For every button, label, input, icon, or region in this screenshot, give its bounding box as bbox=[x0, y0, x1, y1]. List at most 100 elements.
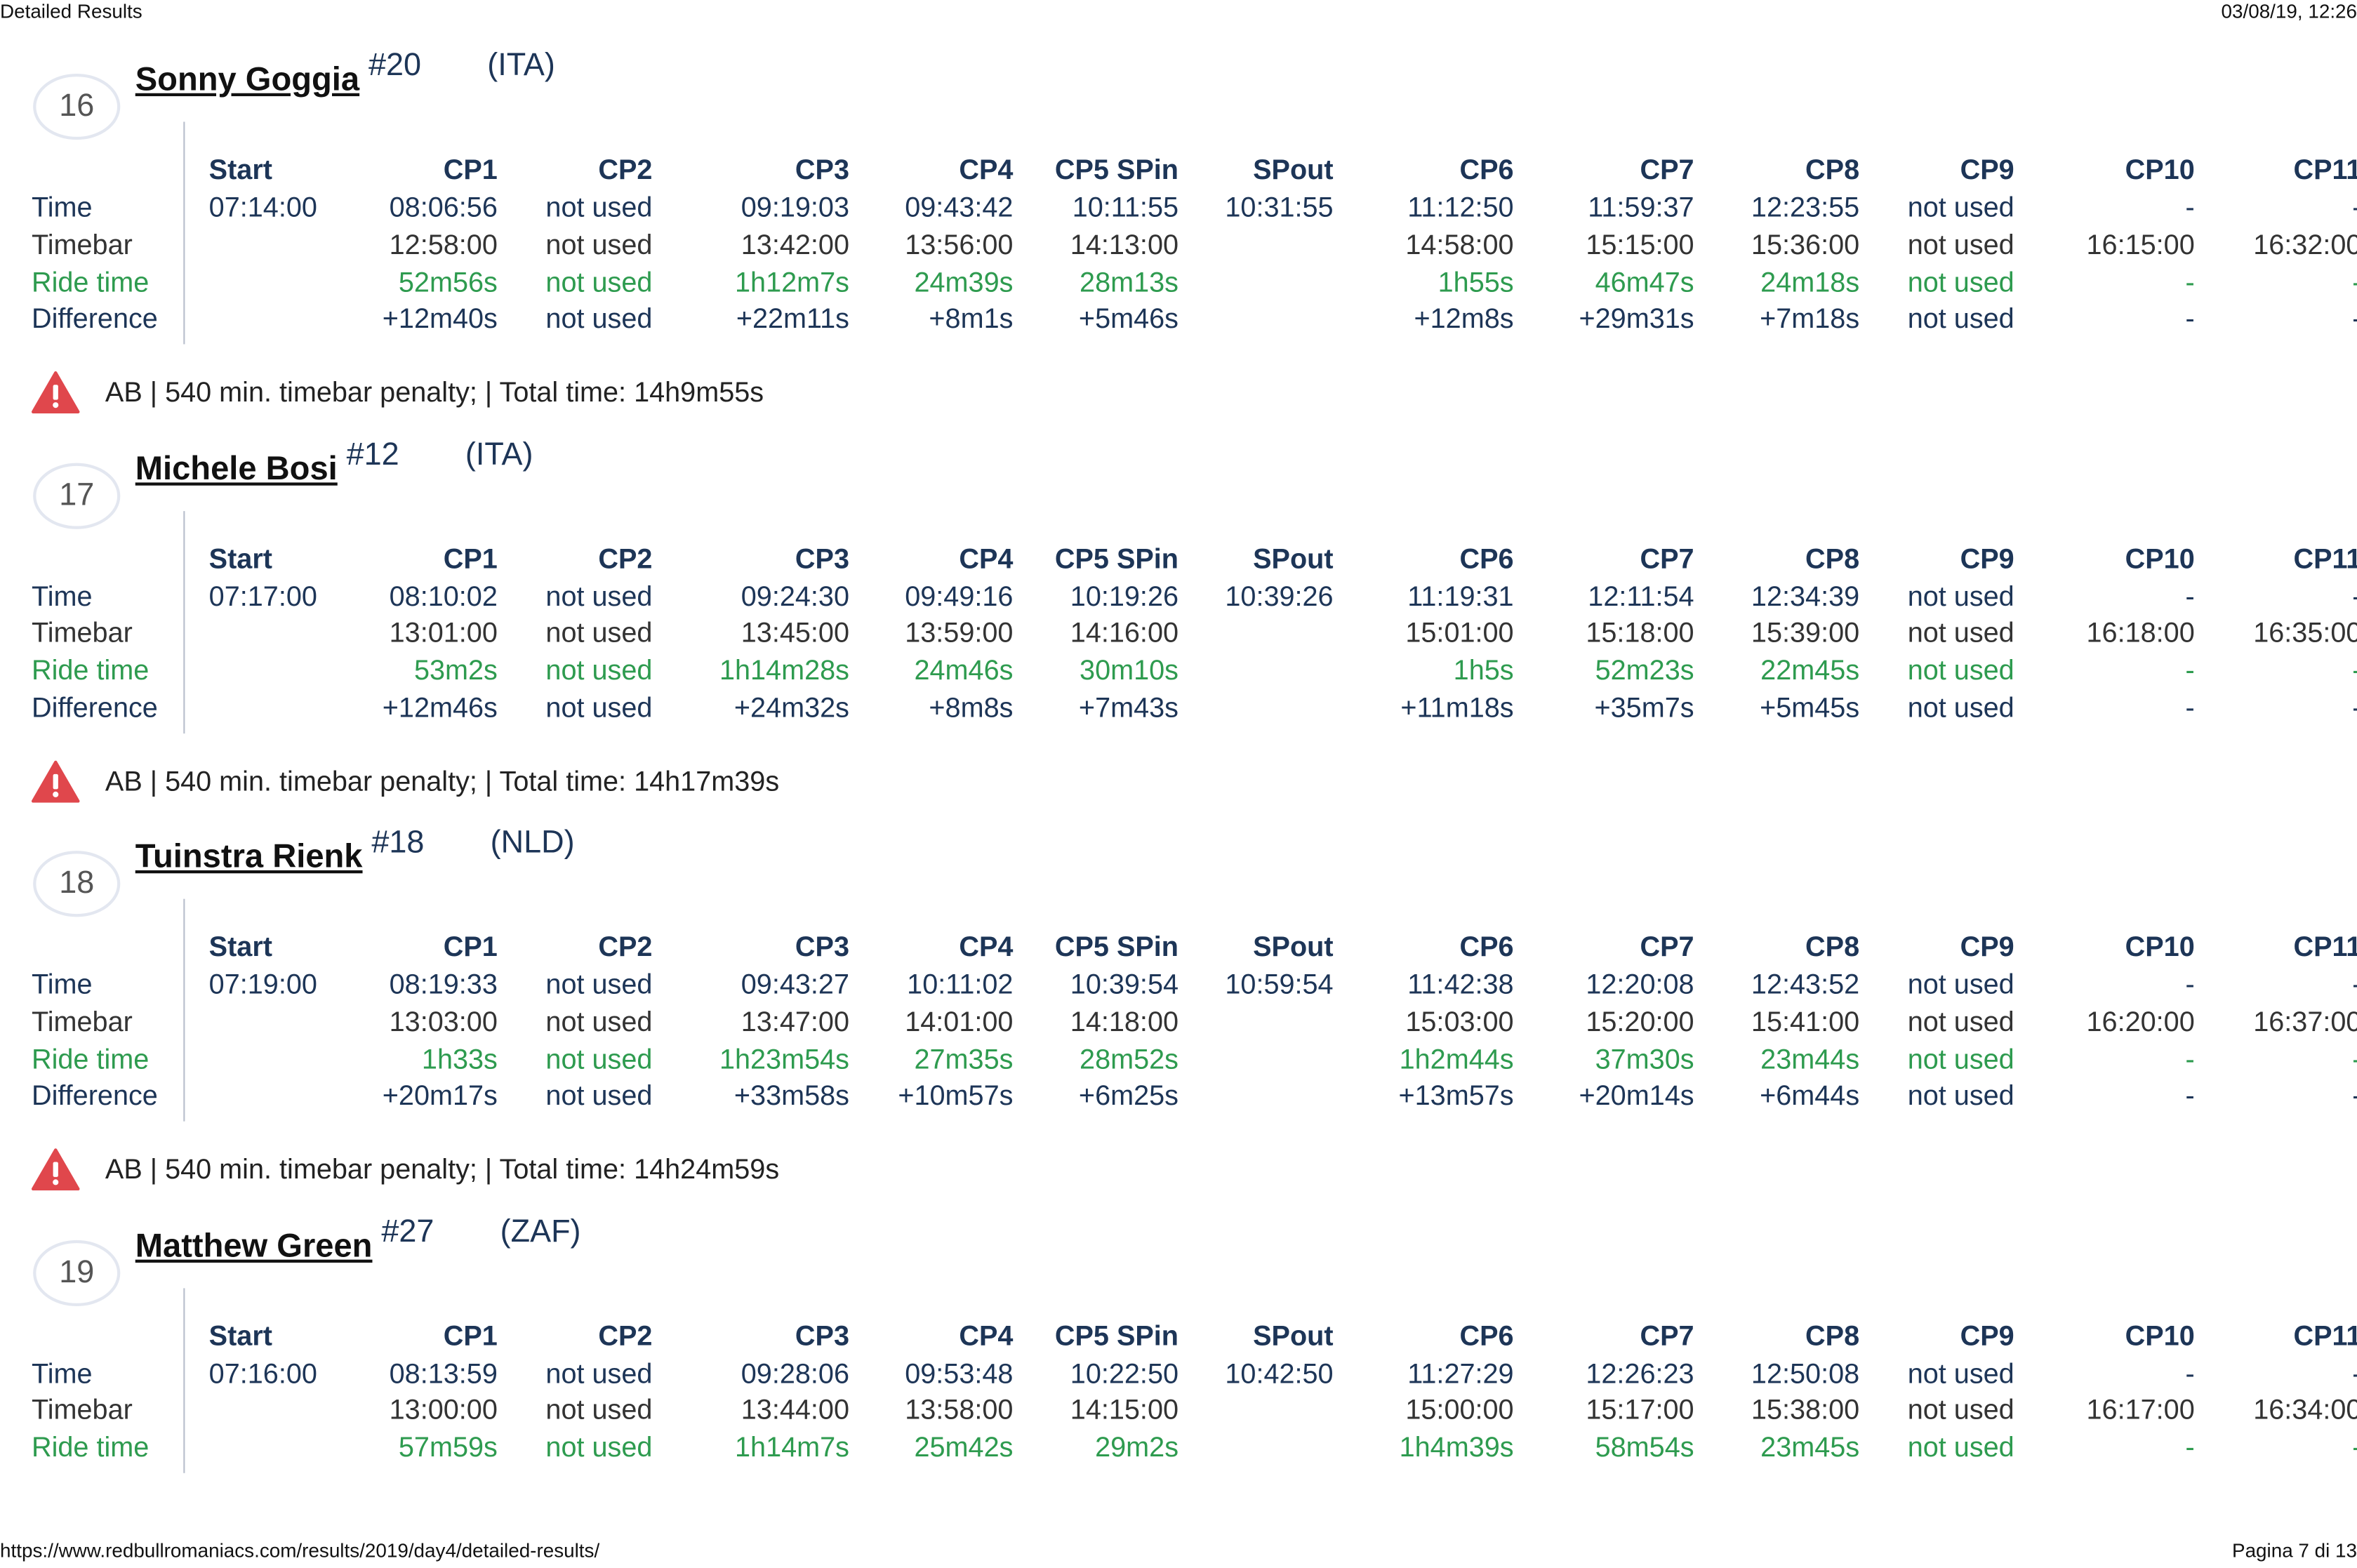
cell-time: 12:26:23 bbox=[1586, 1356, 1694, 1388]
column-header: CP6 bbox=[1459, 542, 1514, 574]
cell-ride: - bbox=[2352, 1042, 2357, 1075]
column-header: CP5 SPin bbox=[1054, 930, 1179, 962]
rider-title: Michele Bosi #12 (ITA) bbox=[135, 437, 533, 488]
cell-timebar: 15:15:00 bbox=[1586, 228, 1694, 260]
row-label-timebar: Timebar bbox=[31, 1393, 133, 1426]
cell-diff: +8m8s bbox=[929, 691, 1014, 723]
cell-ride: not used bbox=[1907, 265, 2014, 298]
rider-country: (NLD) bbox=[490, 825, 575, 860]
cell-ride: 27m35s bbox=[914, 1042, 1014, 1075]
cell-time: 09:43:27 bbox=[741, 968, 850, 1000]
column-header: CP5 SPin bbox=[1054, 153, 1179, 185]
cell-time: 10:31:55 bbox=[1225, 190, 1334, 222]
cell-time: 12:50:08 bbox=[1751, 1356, 1860, 1388]
cell-time: 10:39:54 bbox=[1070, 968, 1179, 1000]
column-header: CP11 bbox=[2293, 542, 2357, 574]
cell-ride: not used bbox=[545, 265, 653, 298]
cell-time: not used bbox=[545, 579, 653, 611]
cell-ride: 1h5s bbox=[1453, 653, 1514, 686]
cell-time: 11:42:38 bbox=[1407, 968, 1514, 1000]
cell-time: - bbox=[2352, 580, 2357, 613]
cell-timebar: 16:15:00 bbox=[2086, 228, 2195, 260]
cell-diff: +6m25s bbox=[1078, 1079, 1179, 1112]
cell-ride: 24m46s bbox=[914, 653, 1014, 686]
cell-diff: +5m46s bbox=[1078, 303, 1179, 335]
rank-badge: 16 bbox=[33, 73, 121, 140]
rank-badge: 18 bbox=[33, 851, 121, 917]
rider-title: Tuinstra Rienk #18 (NLD) bbox=[135, 825, 575, 877]
page-header-title: Detailed Results bbox=[0, 0, 142, 23]
cell-ride: 23m45s bbox=[1760, 1431, 1860, 1463]
cell-timebar: 14:15:00 bbox=[1070, 1393, 1179, 1426]
cell-diff: not used bbox=[545, 1079, 653, 1112]
table-divider bbox=[183, 510, 185, 733]
cell-time: - bbox=[2185, 579, 2195, 611]
column-header: CP9 bbox=[1960, 930, 2014, 962]
column-header: CP1 bbox=[443, 930, 498, 962]
cell-time: 10:22:50 bbox=[1070, 1356, 1179, 1388]
cell-time: 10:11:55 bbox=[1072, 190, 1179, 222]
row-label-diff: Difference bbox=[31, 691, 158, 723]
column-header: CP3 bbox=[795, 153, 850, 185]
warning-icon bbox=[31, 759, 80, 802]
column-header: CP2 bbox=[598, 542, 653, 574]
cell-time: 10:11:02 bbox=[907, 968, 1014, 1000]
cell-diff: +6m44s bbox=[1760, 1079, 1860, 1112]
cell-timebar: 14:16:00 bbox=[1070, 616, 1179, 649]
column-header: CP5 SPin bbox=[1054, 1319, 1179, 1351]
cell-timebar: not used bbox=[545, 1393, 653, 1426]
column-header: CP10 bbox=[2125, 153, 2195, 185]
column-header: CP7 bbox=[1640, 1319, 1694, 1351]
cell-ride: - bbox=[2185, 1431, 2195, 1463]
cell-ride: 28m52s bbox=[1080, 1042, 1179, 1075]
warning-icon bbox=[31, 1148, 80, 1191]
rider-name-link[interactable]: Matthew Green bbox=[135, 1225, 373, 1264]
cell-diff: +20m17s bbox=[382, 1079, 498, 1112]
cell-time: 09:49:16 bbox=[905, 579, 1014, 611]
cell-timebar: 14:13:00 bbox=[1070, 228, 1179, 260]
cell-time: 09:24:30 bbox=[741, 579, 850, 611]
cell-time: - bbox=[2352, 191, 2357, 224]
row-label-time: Time bbox=[31, 190, 93, 222]
cell-ride: 23m44s bbox=[1760, 1042, 1860, 1075]
cell-time: 11:27:29 bbox=[1407, 1356, 1514, 1388]
rider-block: 17 Michele Bosi #12 (ITA) Start CP1 CP2 CP3 CP4 C… bbox=[0, 437, 2357, 852]
cell-ride: 25m42s bbox=[914, 1431, 1014, 1463]
cell-time: 09:19:03 bbox=[741, 190, 850, 222]
cell-ride: 57m59s bbox=[398, 1431, 498, 1463]
cell-diff: +12m40s bbox=[382, 303, 498, 335]
rider-name-link[interactable]: Sonny Goggia bbox=[135, 60, 360, 98]
page-footer-url[interactable]: https://www.redbullromaniacs.com/results… bbox=[0, 1539, 600, 1562]
cell-timebar: 12:58:00 bbox=[389, 228, 498, 260]
column-header: CP8 bbox=[1805, 930, 1860, 962]
cell-timebar: not used bbox=[1907, 1005, 2014, 1037]
cell-diff: +7m43s bbox=[1078, 691, 1179, 723]
cell-diff: not used bbox=[1907, 303, 2014, 335]
cell-time: 08:10:02 bbox=[389, 579, 498, 611]
row-label-time: Time bbox=[31, 1356, 93, 1388]
column-header: Start bbox=[208, 153, 272, 185]
cell-timebar: 16:34:00 bbox=[2253, 1393, 2357, 1426]
rider-status-note: AB | 540 min. timebar penalty; | Total t… bbox=[105, 376, 764, 408]
cell-time: 10:42:50 bbox=[1225, 1356, 1334, 1388]
cell-ride: 29m2s bbox=[1095, 1431, 1179, 1463]
column-header: CP5 SPin bbox=[1054, 542, 1179, 574]
column-header: CP3 bbox=[795, 542, 850, 574]
cell-ride: 1h14m28s bbox=[719, 653, 850, 686]
cell-ride: 52m23s bbox=[1595, 653, 1694, 686]
rider-name-link[interactable]: Michele Bosi bbox=[135, 449, 338, 486]
cell-timebar: not used bbox=[545, 1005, 653, 1037]
cell-diff: +20m14s bbox=[1579, 1079, 1694, 1112]
cell-time: 12:11:54 bbox=[1588, 579, 1694, 611]
cell-timebar: 16:17:00 bbox=[2086, 1393, 2195, 1426]
table-divider bbox=[183, 121, 185, 345]
rider-name-link[interactable]: Tuinstra Rienk bbox=[135, 837, 363, 875]
column-header: CP3 bbox=[795, 930, 850, 962]
cell-ride: - bbox=[2185, 653, 2195, 686]
cell-diff: +24m32s bbox=[733, 691, 850, 723]
cell-timebar: 13:47:00 bbox=[741, 1005, 850, 1037]
column-header: CP10 bbox=[2125, 542, 2195, 574]
cell-ride: not used bbox=[1907, 653, 2014, 686]
cell-diff: not used bbox=[545, 691, 653, 723]
cell-diff: +33m58s bbox=[733, 1079, 850, 1112]
